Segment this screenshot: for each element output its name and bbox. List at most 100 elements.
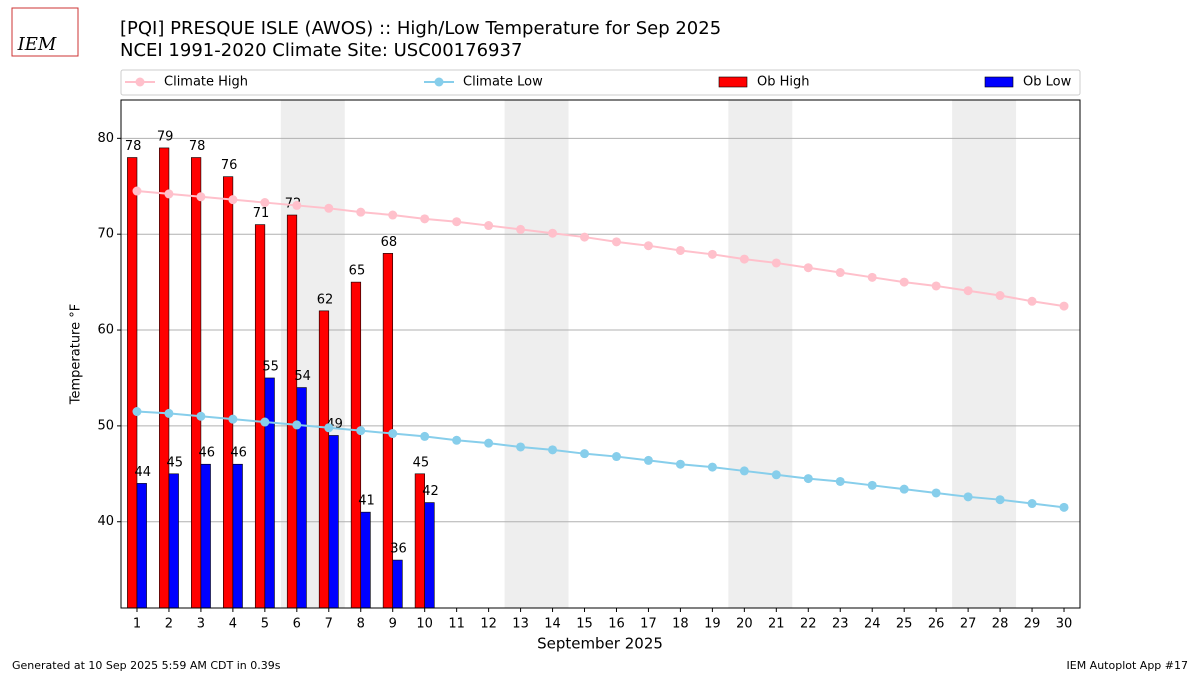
bar-label: 44	[135, 465, 152, 480]
bar	[159, 147, 170, 609]
x-tick-label: 19	[704, 617, 721, 632]
line-marker	[611, 237, 621, 247]
bar-label: 41	[358, 494, 375, 509]
x-tick-label: 24	[864, 617, 881, 632]
weekend-shade	[952, 100, 1017, 608]
line-marker	[803, 263, 813, 273]
line-marker	[707, 249, 717, 259]
line-marker	[420, 214, 430, 224]
legend-marker	[434, 77, 444, 87]
x-tick-label: 6	[293, 617, 301, 632]
x-axis-label: September 2025	[537, 635, 663, 653]
legend-swatch	[984, 76, 1014, 88]
bar	[286, 214, 298, 609]
chart-title: [PQI] PRESQUE ISLE (AWOS) :: High/Low Te…	[120, 18, 721, 39]
bar	[191, 157, 202, 609]
bar	[350, 281, 362, 609]
legend-marker	[135, 77, 145, 87]
x-tick-label: 11	[448, 617, 465, 632]
legend-swatch	[718, 76, 748, 88]
y-tick-label: 80	[97, 131, 114, 146]
bar	[222, 176, 234, 609]
x-tick-label: 29	[1024, 617, 1041, 632]
line-marker	[196, 411, 206, 421]
x-tick-label: 4	[229, 617, 237, 632]
bar-label: 71	[253, 206, 270, 221]
line-marker	[771, 470, 781, 480]
x-tick-label: 17	[640, 617, 657, 632]
line-marker	[324, 423, 334, 433]
y-tick-label: 70	[97, 227, 114, 242]
bar	[136, 483, 147, 609]
bar-label: 46	[198, 446, 215, 461]
line-marker	[963, 286, 973, 296]
bar	[232, 463, 243, 609]
line-marker	[260, 198, 270, 208]
line-marker	[931, 488, 941, 498]
line-marker	[580, 232, 590, 242]
line-marker	[835, 476, 845, 486]
bar-label: 54	[294, 369, 311, 384]
bar	[328, 435, 339, 609]
bar-label: 65	[349, 264, 366, 279]
legend-label: Ob High	[757, 75, 810, 90]
line-marker	[803, 474, 813, 484]
plot-frame	[120, 99, 1081, 609]
line-marker	[867, 480, 877, 490]
line-marker	[1027, 499, 1037, 509]
line-marker	[420, 431, 430, 441]
legend-box	[120, 69, 1081, 96]
legend-label: Ob Low	[1023, 75, 1072, 90]
weekend-shade	[728, 100, 793, 608]
x-tick-label: 21	[768, 617, 785, 632]
line-marker	[388, 210, 398, 220]
bar	[296, 387, 307, 609]
line-marker	[484, 221, 494, 231]
line-marker	[132, 186, 142, 196]
y-axis-label: Temperature °F	[69, 304, 84, 405]
bar	[127, 157, 138, 609]
line-marker	[516, 224, 526, 234]
line-marker	[1027, 296, 1037, 306]
x-tick-label: 23	[832, 617, 849, 632]
x-tick-label: 2	[165, 617, 173, 632]
bar-label: 55	[262, 359, 279, 374]
x-tick-label: 16	[608, 617, 625, 632]
x-tick-label: 3	[197, 617, 205, 632]
line-marker	[132, 407, 142, 417]
x-tick-label: 8	[357, 617, 365, 632]
line-marker	[260, 417, 270, 427]
logo-frame	[11, 7, 79, 57]
line-marker	[771, 258, 781, 268]
line-marker	[356, 207, 366, 217]
line-marker	[356, 426, 366, 436]
bar-label: 62	[317, 292, 334, 307]
bar-label: 45	[413, 455, 430, 470]
line-marker	[643, 241, 653, 251]
line-marker	[164, 408, 174, 418]
line-marker	[931, 281, 941, 291]
bar-label: 78	[125, 139, 142, 154]
bar	[200, 463, 211, 609]
line-marker	[516, 442, 526, 452]
weekend-shade	[504, 100, 569, 608]
line-marker	[707, 462, 717, 472]
line-marker	[963, 492, 973, 502]
x-tick-label: 1	[133, 617, 141, 632]
line	[136, 410, 1065, 509]
line-marker	[643, 455, 653, 465]
line-marker	[324, 203, 334, 213]
line-marker	[867, 272, 877, 282]
bar-label: 46	[230, 446, 247, 461]
x-tick-label: 12	[480, 617, 497, 632]
bar	[360, 511, 371, 609]
y-tick-label: 60	[97, 323, 114, 338]
legend-label: Climate Low	[463, 75, 543, 90]
legend-label: Climate High	[164, 75, 248, 90]
line-marker	[995, 291, 1005, 301]
line-marker	[292, 420, 302, 430]
x-tick-label: 15	[576, 617, 593, 632]
line-marker	[228, 195, 238, 205]
line-marker	[675, 459, 685, 469]
line-marker	[452, 217, 462, 227]
